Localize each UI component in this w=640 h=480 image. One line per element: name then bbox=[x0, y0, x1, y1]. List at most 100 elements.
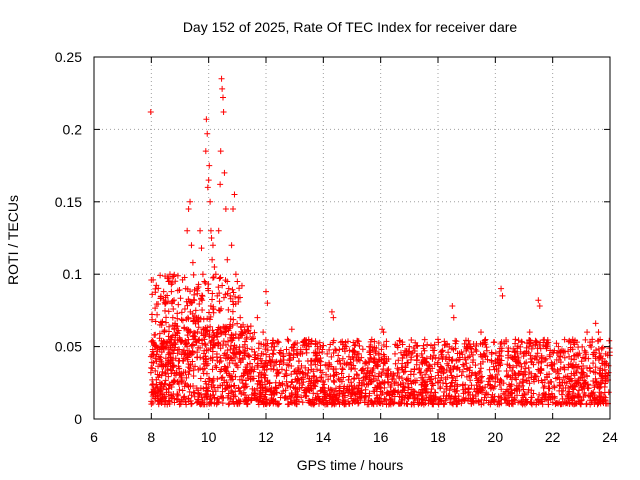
data-point bbox=[209, 377, 216, 384]
data-point bbox=[169, 393, 176, 400]
data-point bbox=[291, 397, 298, 404]
data-point bbox=[156, 321, 163, 328]
data-point bbox=[158, 343, 165, 350]
data-point bbox=[152, 289, 159, 296]
data-point bbox=[507, 364, 514, 371]
data-point bbox=[345, 400, 352, 407]
data-point bbox=[177, 336, 183, 343]
data-point bbox=[260, 341, 267, 348]
data-point bbox=[231, 342, 238, 349]
data-point bbox=[577, 381, 584, 388]
data-point bbox=[320, 379, 327, 386]
data-point bbox=[186, 388, 193, 395]
data-point bbox=[363, 359, 370, 366]
data-point bbox=[394, 344, 401, 351]
data-point bbox=[423, 394, 430, 401]
data-point bbox=[341, 394, 348, 401]
data-point bbox=[261, 367, 268, 374]
data-point bbox=[198, 245, 205, 252]
data-point bbox=[162, 273, 169, 280]
data-point bbox=[589, 351, 596, 358]
data-point bbox=[220, 338, 227, 345]
data-point bbox=[386, 391, 393, 398]
data-point bbox=[308, 358, 315, 365]
data-point bbox=[540, 337, 547, 344]
data-point bbox=[297, 350, 304, 357]
data-point bbox=[215, 284, 222, 291]
data-point bbox=[162, 393, 169, 400]
data-point bbox=[195, 281, 202, 288]
data-point bbox=[536, 341, 543, 348]
data-point bbox=[418, 386, 425, 393]
data-point bbox=[375, 351, 382, 358]
data-point bbox=[207, 227, 214, 234]
data-point bbox=[312, 361, 319, 368]
data-point bbox=[575, 398, 582, 405]
data-point bbox=[515, 337, 522, 344]
data-point bbox=[258, 384, 265, 391]
data-point bbox=[438, 398, 445, 405]
data-point bbox=[278, 390, 285, 397]
data-point bbox=[209, 366, 216, 373]
data-point bbox=[317, 374, 324, 381]
data-point bbox=[471, 386, 478, 393]
data-point bbox=[523, 378, 530, 385]
data-point bbox=[198, 296, 205, 303]
data-point bbox=[421, 382, 428, 389]
data-point bbox=[394, 365, 401, 372]
data-point bbox=[538, 354, 545, 361]
data-point bbox=[476, 383, 483, 390]
data-point bbox=[533, 353, 540, 360]
data-point bbox=[273, 385, 280, 392]
data-point bbox=[305, 384, 312, 391]
data-point bbox=[388, 396, 395, 403]
data-point bbox=[525, 386, 532, 393]
data-point bbox=[216, 275, 223, 282]
data-point bbox=[458, 349, 465, 356]
data-point bbox=[283, 367, 290, 374]
data-point bbox=[214, 397, 221, 404]
data-point bbox=[185, 336, 192, 343]
data-point bbox=[256, 397, 263, 404]
data-point bbox=[403, 400, 410, 407]
data-point bbox=[605, 389, 612, 396]
data-point bbox=[564, 373, 571, 380]
data-point bbox=[405, 377, 412, 384]
data-point bbox=[367, 354, 374, 361]
data-point bbox=[165, 346, 172, 353]
data-point bbox=[432, 393, 439, 400]
data-point bbox=[254, 360, 261, 367]
data-point bbox=[255, 340, 262, 347]
data-point bbox=[237, 359, 244, 366]
data-point bbox=[508, 386, 515, 393]
y-tick-label: 0.15 bbox=[55, 194, 82, 210]
data-point bbox=[479, 373, 486, 380]
data-point bbox=[482, 391, 489, 398]
data-point bbox=[284, 382, 291, 389]
data-point bbox=[179, 357, 186, 364]
data-point bbox=[204, 184, 211, 191]
data-point bbox=[544, 362, 551, 369]
data-point bbox=[547, 393, 554, 400]
data-point bbox=[352, 365, 359, 372]
data-point bbox=[243, 335, 250, 342]
data-point bbox=[578, 396, 585, 403]
data-point bbox=[234, 278, 241, 285]
data-point bbox=[371, 338, 378, 345]
data-point bbox=[290, 354, 297, 361]
data-point bbox=[445, 349, 452, 356]
data-point bbox=[551, 347, 558, 354]
data-point bbox=[179, 396, 186, 403]
data-point bbox=[375, 339, 382, 346]
data-point bbox=[448, 345, 455, 352]
data-point bbox=[347, 356, 354, 363]
data-point bbox=[325, 366, 332, 373]
data-point bbox=[230, 368, 237, 375]
data-point bbox=[408, 336, 415, 343]
data-point bbox=[200, 350, 207, 357]
data-point bbox=[202, 148, 209, 155]
data-point bbox=[288, 344, 295, 351]
data-point bbox=[219, 400, 226, 407]
x-tick-label: 16 bbox=[373, 429, 389, 445]
